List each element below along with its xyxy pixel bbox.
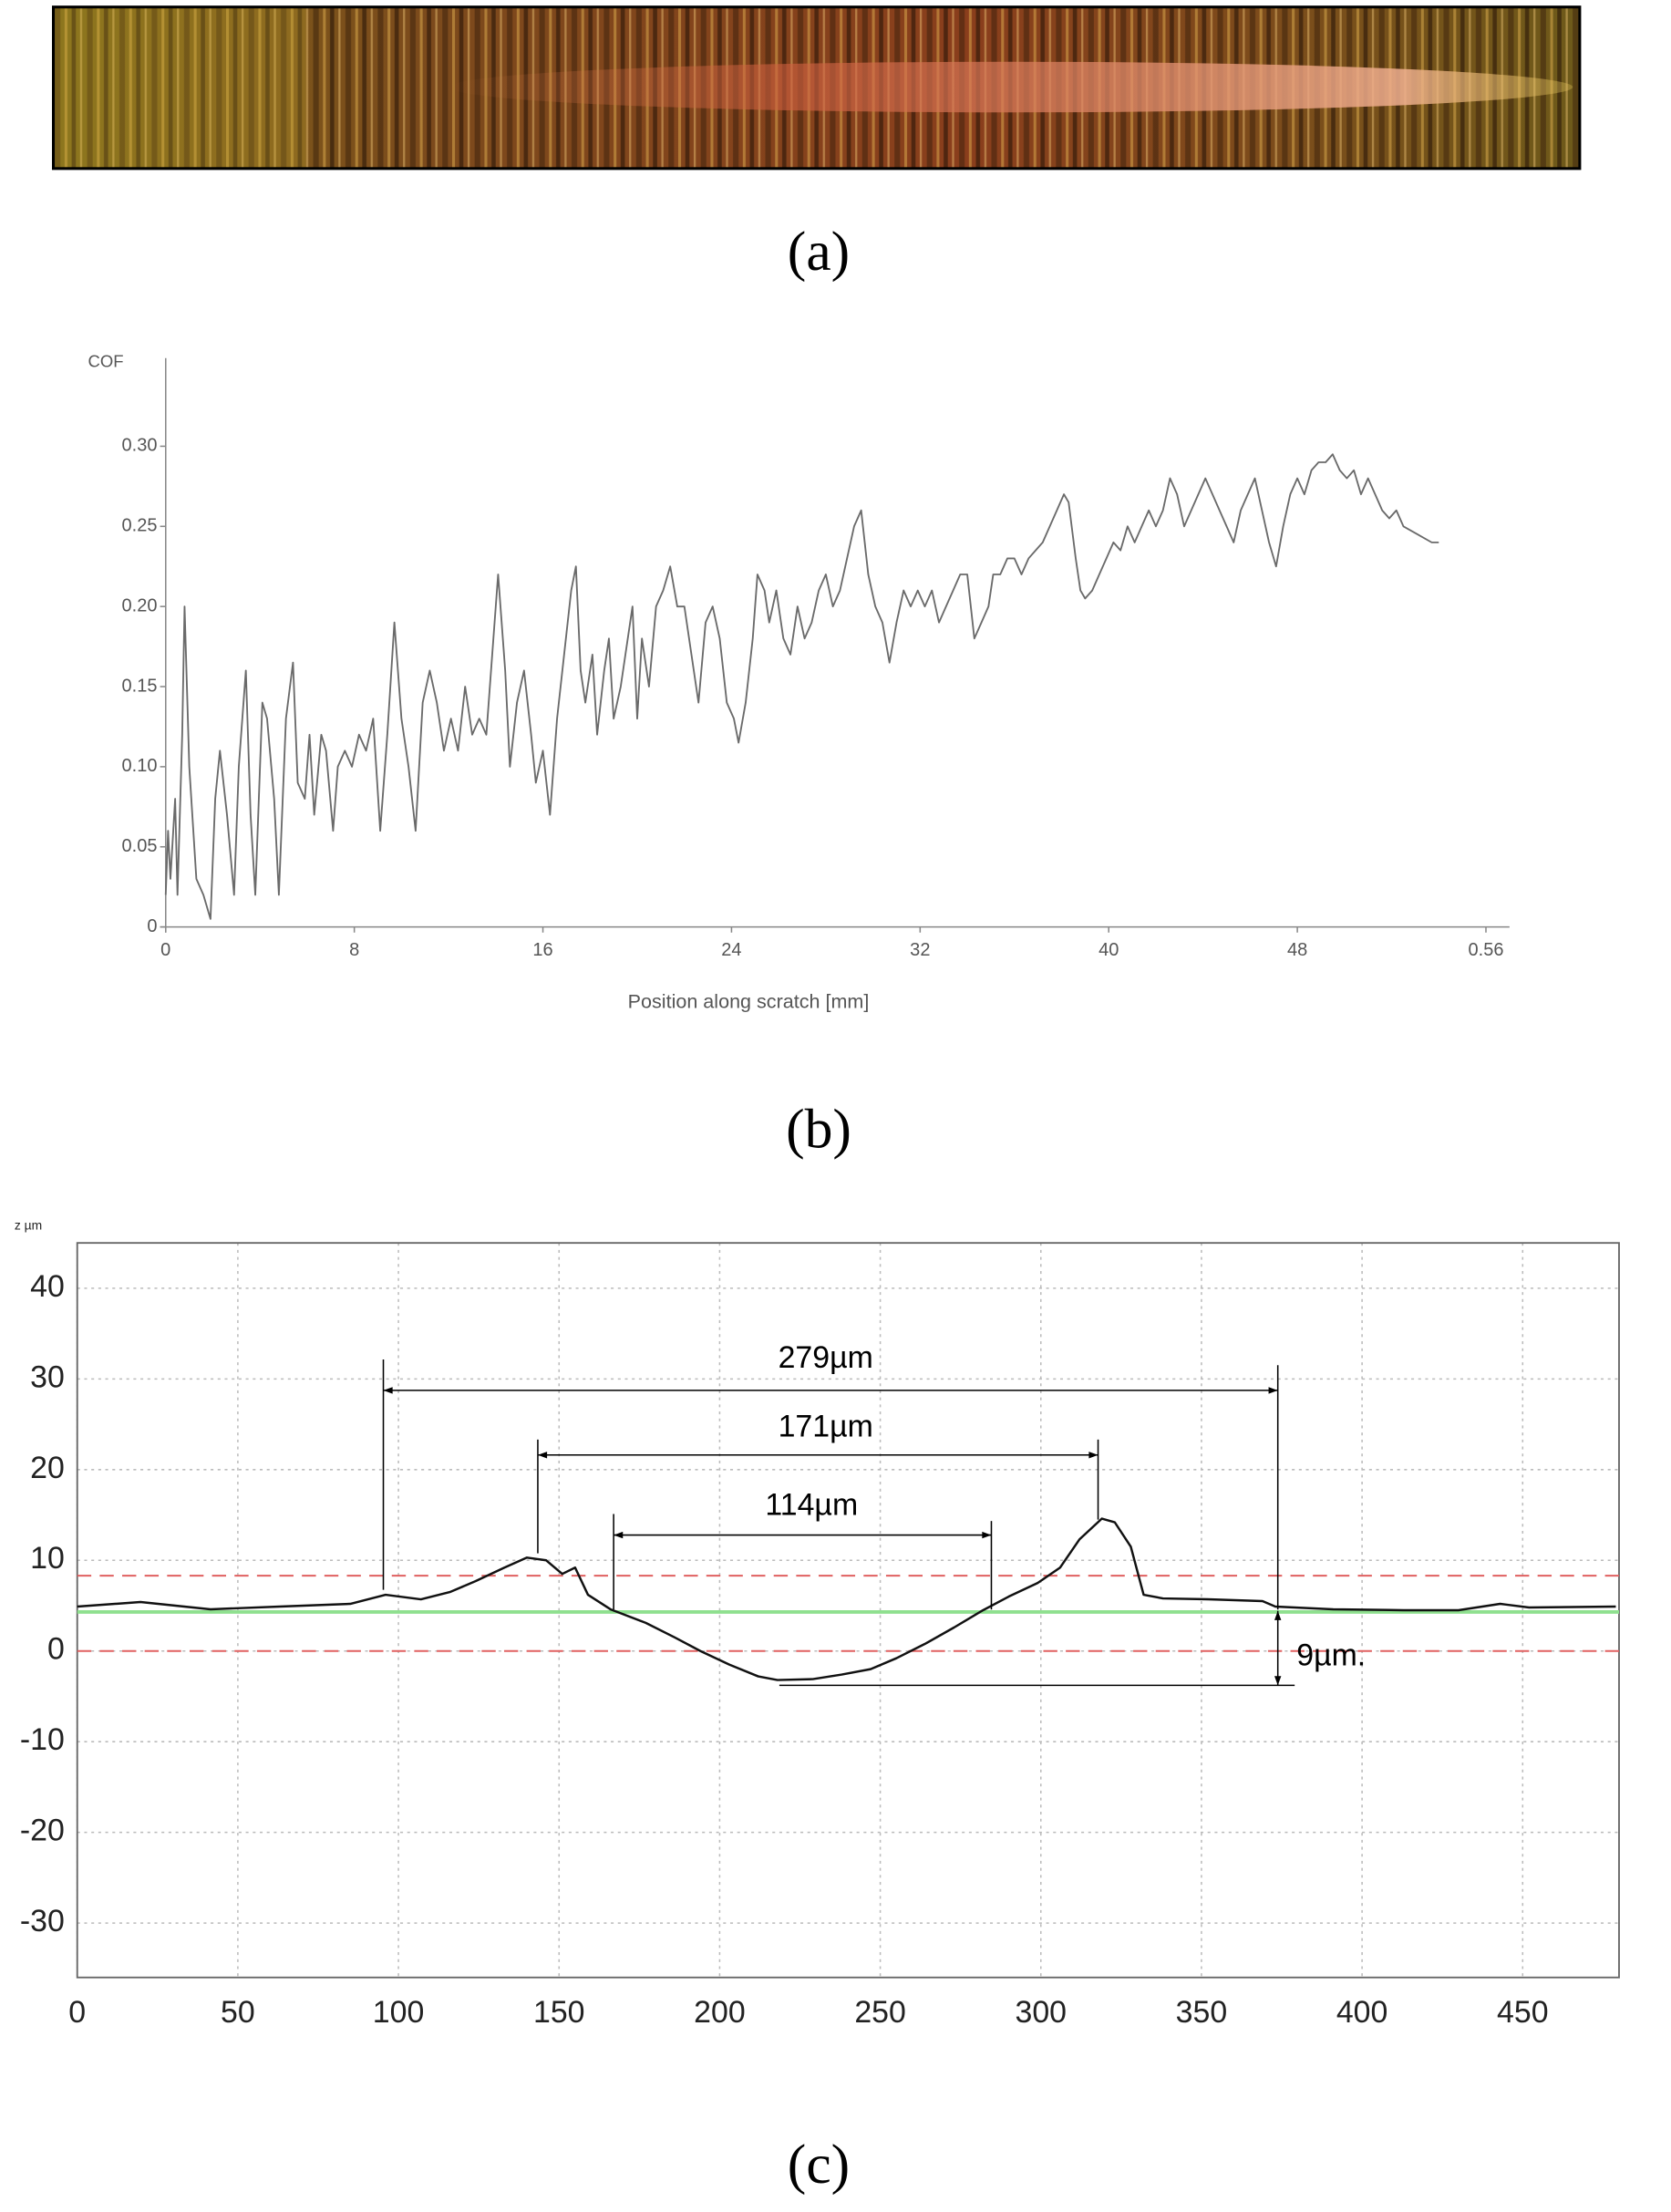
annotation: 9µm. xyxy=(1296,1638,1366,1673)
y-tick-label: 0.25 xyxy=(122,516,158,536)
x-tick-label: 250 xyxy=(854,1995,906,2030)
x-tick-label: 40 xyxy=(1099,940,1119,960)
y-tick-label: 0.10 xyxy=(122,756,158,776)
arrow-head xyxy=(383,1387,393,1394)
arrow-head xyxy=(537,1452,548,1459)
annotation: 279µm xyxy=(779,1340,873,1375)
y-tick-label: -20 xyxy=(20,1814,65,1848)
x-tick-label: 0 xyxy=(160,940,170,960)
data-line xyxy=(164,453,1439,920)
x-tick-label: 200 xyxy=(694,1995,746,2030)
x-tick-label: 8 xyxy=(349,940,359,960)
y-axis-label: COF xyxy=(88,351,124,370)
y-tick-label: 30 xyxy=(30,1359,65,1394)
y-tick-label: 0.30 xyxy=(122,436,158,456)
panel-label: (c) xyxy=(788,2134,850,2196)
arrow-head xyxy=(1274,1610,1282,1620)
x-tick-label: 50 xyxy=(221,1995,255,2030)
y-axis-label: z µm xyxy=(15,1217,42,1232)
scratch-photo xyxy=(52,5,1582,171)
data-line xyxy=(77,1517,1616,1681)
x-tick-label: 150 xyxy=(533,1995,585,2030)
y-tick-label: 0.15 xyxy=(122,676,158,696)
x-tick-label: 300 xyxy=(1016,1995,1068,2030)
x-tick-label: 0 xyxy=(68,1995,86,2030)
x-tick-label: 32 xyxy=(910,940,930,960)
x-tick-label: 16 xyxy=(532,940,552,960)
annotation: 171µm xyxy=(779,1409,873,1443)
x-tick-label: 450 xyxy=(1497,1995,1549,2030)
arrow-head xyxy=(614,1531,624,1539)
arrow-head xyxy=(982,1531,992,1539)
y-tick-label: 0 xyxy=(47,1632,65,1667)
arrow-head xyxy=(1088,1452,1099,1459)
y-tick-label: 0 xyxy=(147,916,157,936)
panel-label: (b) xyxy=(786,1099,851,1161)
x-tick-label: 100 xyxy=(373,1995,425,2030)
x-tick-label: 400 xyxy=(1336,1995,1388,2030)
y-tick-label: 40 xyxy=(30,1269,65,1304)
annotation: 114µm xyxy=(765,1488,858,1523)
x-axis-label: Position along scratch [mm] xyxy=(628,989,870,1012)
x-tick-label: 24 xyxy=(721,940,741,960)
y-tick-label: 20 xyxy=(30,1451,65,1485)
x-tick-label: 48 xyxy=(1287,940,1307,960)
y-tick-label: -10 xyxy=(20,1722,65,1757)
y-tick-label: 0.05 xyxy=(122,836,158,856)
y-tick-label: -30 xyxy=(20,1904,65,1938)
x-tick-label: 0.56 xyxy=(1469,940,1504,960)
plot-frame xyxy=(76,1242,1620,1979)
arrow-head xyxy=(1268,1387,1278,1394)
arrow-head xyxy=(1274,1676,1282,1686)
x-tick-label: 350 xyxy=(1176,1995,1228,2030)
panel-label: (a) xyxy=(788,221,850,283)
y-tick-label: 0.20 xyxy=(122,595,158,615)
y-tick-label: 10 xyxy=(30,1541,65,1576)
